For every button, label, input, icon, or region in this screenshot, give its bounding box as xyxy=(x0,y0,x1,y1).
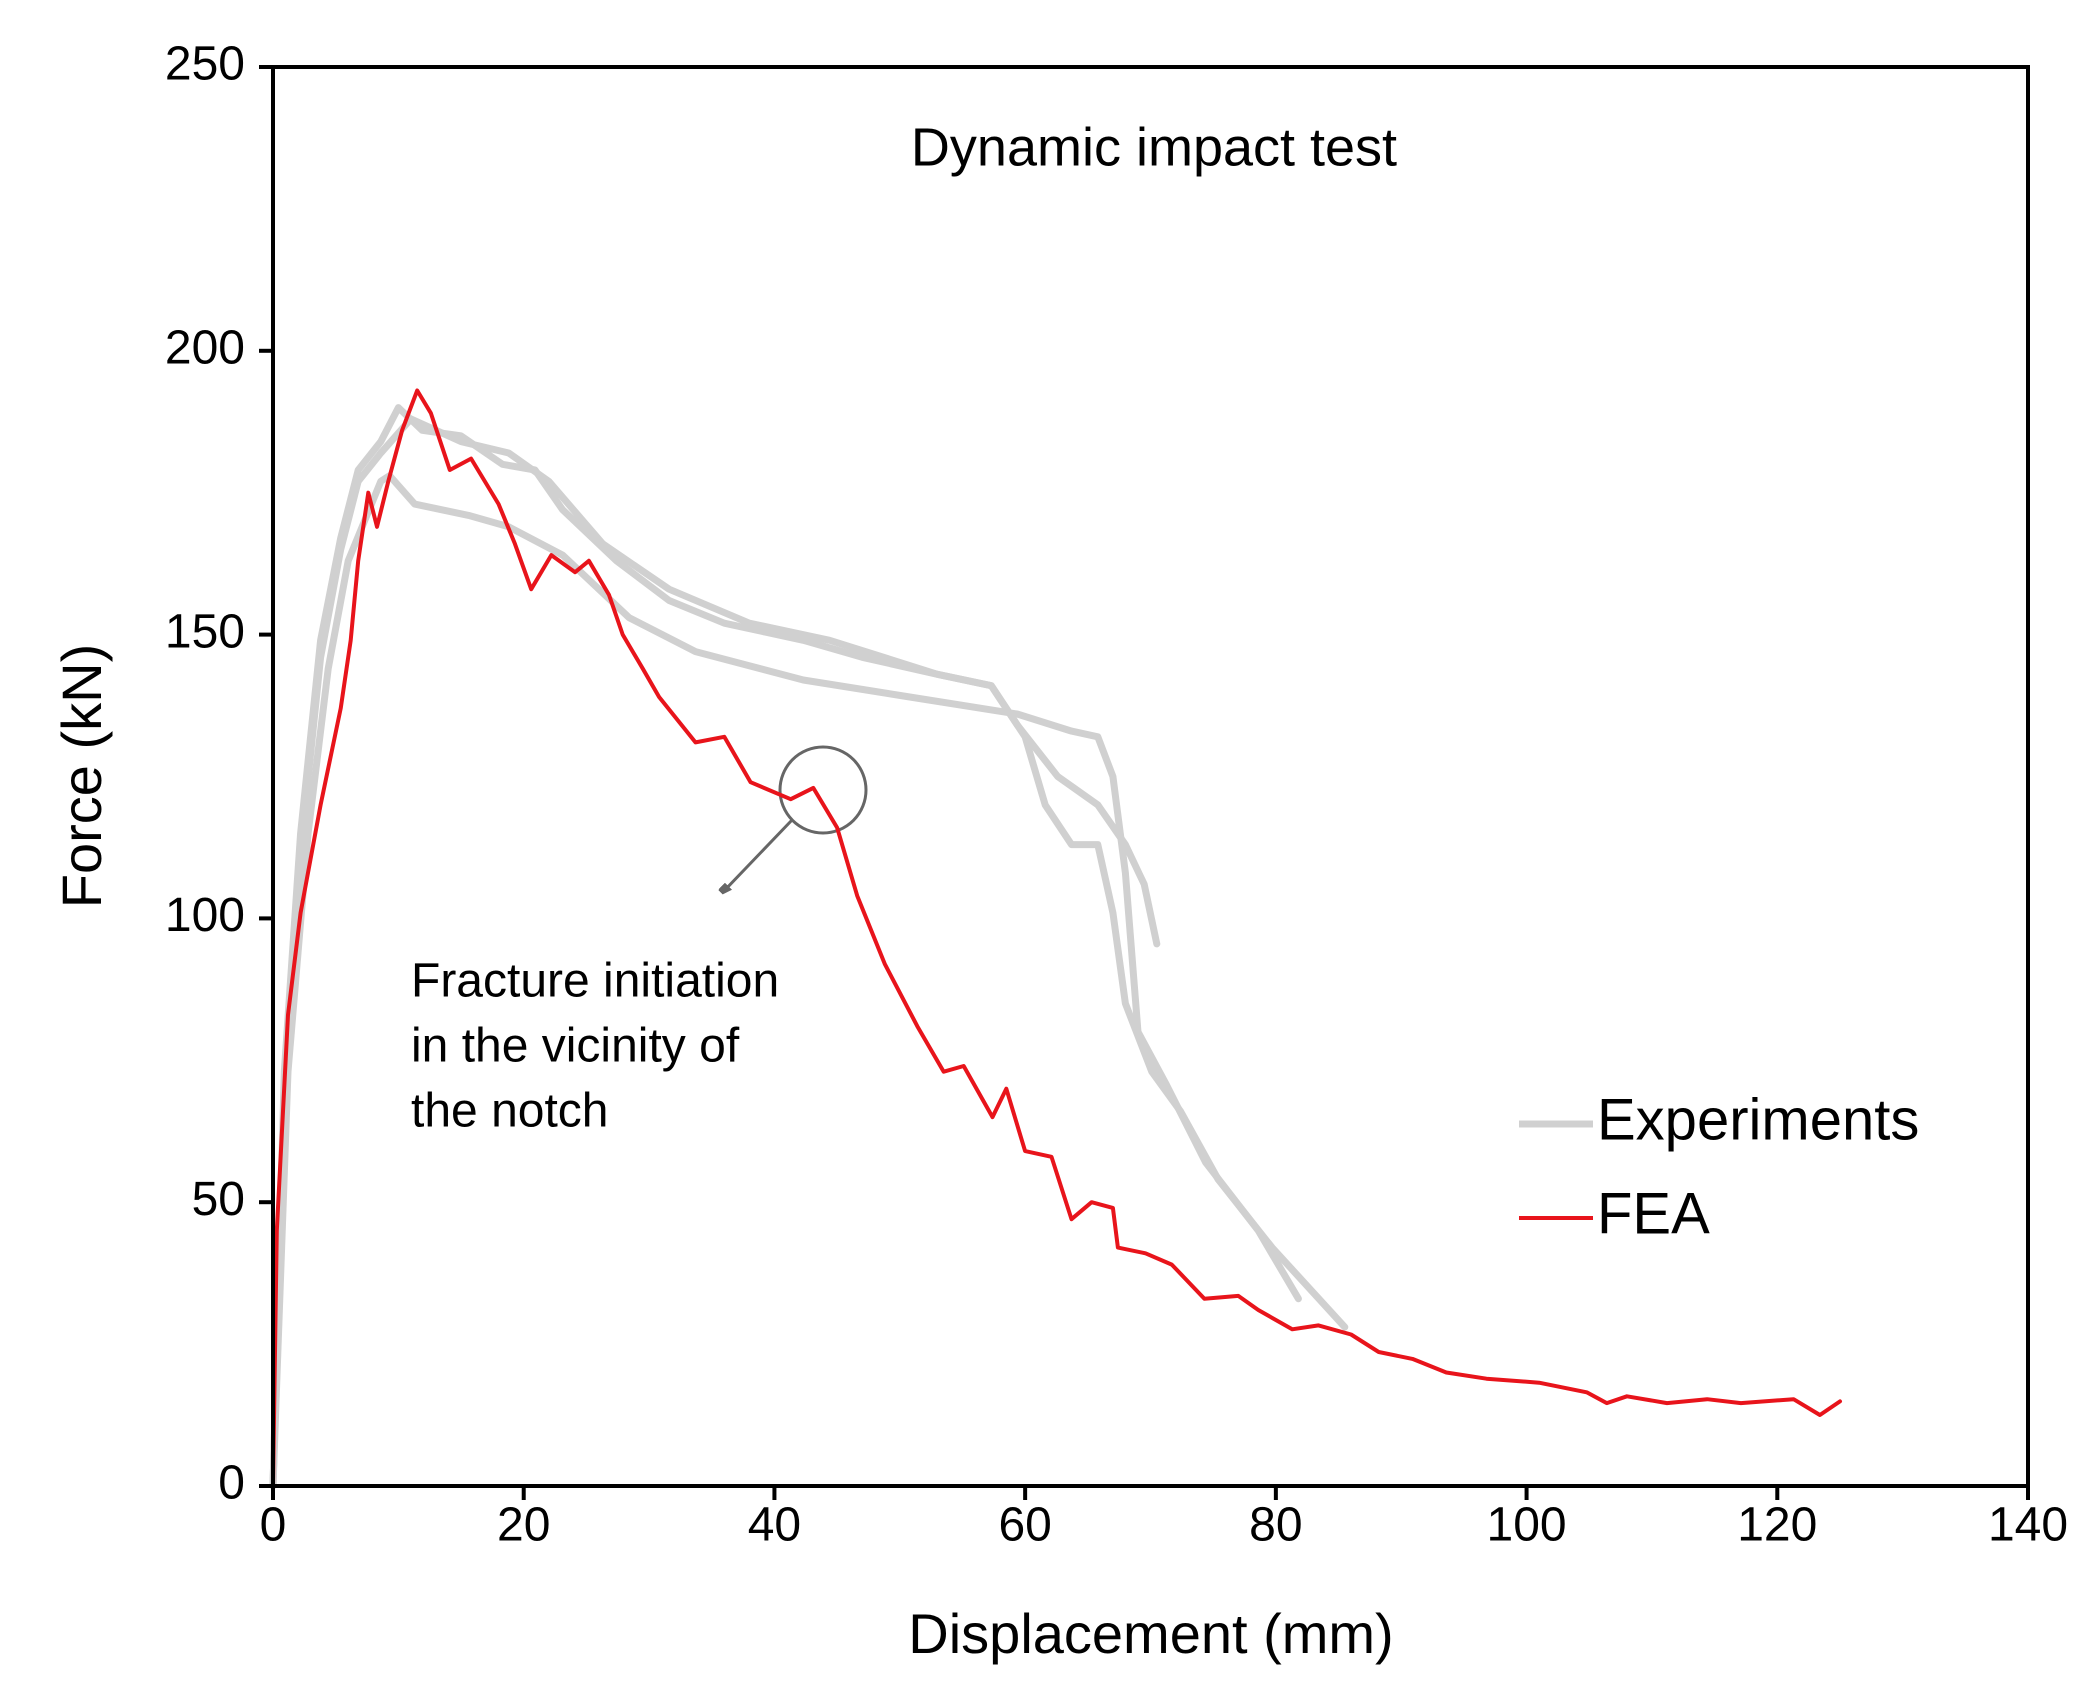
plot-frame xyxy=(271,65,2030,1488)
x-axis-title: Displacement (mm) xyxy=(908,1602,1393,1665)
data-line xyxy=(269,404,1161,1490)
y-tick-label: 0 xyxy=(218,1457,245,1510)
data-line xyxy=(269,415,1349,1490)
y-tick-label: 100 xyxy=(165,889,245,942)
annotation-text: the notch xyxy=(411,1085,608,1138)
x-tick-label: 120 xyxy=(1737,1499,1817,1552)
legend-label: FEA xyxy=(1597,1181,1710,1246)
y-tick-label: 250 xyxy=(165,38,245,91)
annotation-circle xyxy=(778,745,868,835)
data-line xyxy=(269,472,1302,1490)
x-tick-label: 0 xyxy=(260,1499,287,1552)
annotation-text: in the vicinity of xyxy=(411,1020,740,1073)
x-tick-label: 80 xyxy=(1249,1499,1302,1552)
chart-title: Dynamic impact test xyxy=(911,117,1397,177)
y-tick-label: 200 xyxy=(165,321,245,374)
x-tick-label: 20 xyxy=(497,1499,550,1552)
y-tick-label: 150 xyxy=(165,605,245,658)
data-line xyxy=(271,388,1842,1488)
x-tick-label: 140 xyxy=(1988,1499,2068,1552)
y-tick-label: 50 xyxy=(192,1173,245,1226)
x-tick-label: 100 xyxy=(1487,1499,1567,1552)
x-tick-label: 40 xyxy=(748,1499,801,1552)
x-tick-label: 60 xyxy=(998,1499,1051,1552)
annotation-arrow xyxy=(723,818,794,892)
legend-label: Experiments xyxy=(1597,1087,1919,1152)
annotation-text: Fracture initiation xyxy=(411,955,779,1008)
y-axis-title: Force (kN) xyxy=(50,644,113,908)
